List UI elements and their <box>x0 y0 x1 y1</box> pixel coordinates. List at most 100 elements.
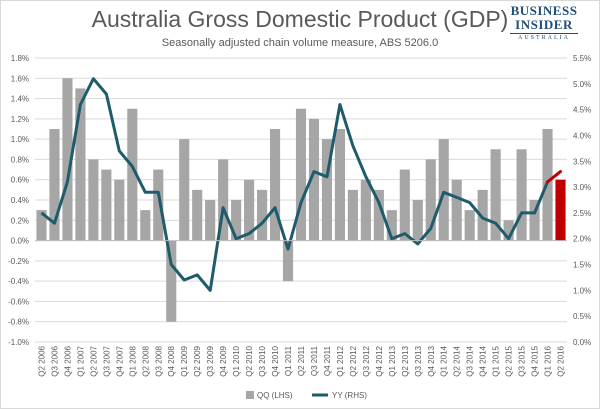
y-left-tick-label: 0.2% <box>11 216 29 225</box>
qq-bar <box>399 169 410 241</box>
business-insider-logo: BUSINESS INSIDER AUSTRALIA <box>502 4 586 42</box>
y-right-tick-label: 4.0% <box>573 131 591 140</box>
x-tick-label: Q2 2009 <box>193 345 202 376</box>
qq-bar <box>231 200 242 241</box>
y-right-tick-label: 1.0% <box>573 286 591 295</box>
qq-bar <box>425 159 436 241</box>
x-tick-label: Q2 2010 <box>245 345 254 376</box>
x-tick-label: Q3 2006 <box>50 345 59 376</box>
qq-bar <box>114 179 125 241</box>
qq-bar <box>464 210 475 241</box>
y-left-tick-label: -0.8% <box>8 318 29 327</box>
x-tick-label: Q1 2015 <box>492 345 501 376</box>
y-right-tick-label: 3.0% <box>573 183 591 192</box>
qq-bar <box>386 210 397 241</box>
x-tick-label: Q3 2007 <box>102 345 111 376</box>
qq-bar <box>438 139 449 241</box>
y-right-tick-label: 0.0% <box>573 338 591 347</box>
x-tick-label: Q4 2009 <box>219 345 228 376</box>
y-left-tick-label: -0.6% <box>8 297 29 306</box>
qq-bar <box>127 108 138 241</box>
x-tick-label: Q3 2010 <box>258 345 267 376</box>
x-tick-label: Q1 2008 <box>128 345 137 376</box>
legend: QQ (LHS) YY (RHS) <box>246 391 367 400</box>
qq-bar <box>503 220 514 241</box>
x-tick-label: Q2 2007 <box>89 345 98 376</box>
qq-bar <box>269 129 281 241</box>
qq-bar <box>244 179 255 241</box>
x-tick-label: Q2 2013 <box>401 345 410 376</box>
y-left-tick-label: 1.8% <box>11 54 29 63</box>
y-left-tick-label: 0.0% <box>11 237 29 246</box>
qq-bar <box>257 189 268 241</box>
qq-bar <box>282 240 294 282</box>
y-right-tick-label: 5.0% <box>573 80 591 89</box>
qq-bar <box>192 189 203 241</box>
qq-bar <box>516 149 527 241</box>
x-tick-label: Q1 2016 <box>544 345 553 376</box>
y-left-tick-label: 1.6% <box>11 74 29 83</box>
x-tick-label: Q1 2010 <box>232 345 241 376</box>
chart-subtitle: Seasonally adjusted chain volume measure… <box>161 37 439 49</box>
x-tick-label: Q4 2015 <box>531 345 540 376</box>
axes: 1.8% 1.6% 1.4% 1.2% 1.0% 0.8% 0.6% 0.4% 0.2% 0.0%… <box>8 54 591 377</box>
legend-qq-label: QQ (LHS) <box>257 391 293 400</box>
x-tick-label: Q3 2011 <box>310 345 319 376</box>
x-tick-label: Q2 2008 <box>141 345 150 376</box>
qq-bar-latest <box>555 179 566 241</box>
y-left-tick-label: 1.0% <box>11 135 29 144</box>
y-right-tick-label: 0.5% <box>573 312 591 321</box>
qq-bar <box>347 189 358 241</box>
legend-qq-swatch <box>246 391 254 399</box>
x-tick-label: Q4 2014 <box>479 345 488 376</box>
chart-title: Australia Gross Domestic Product (GDP) <box>91 6 509 32</box>
x-tick-label: Q4 2007 <box>115 345 124 376</box>
y-right-tick-label: 2.0% <box>573 235 591 244</box>
x-tick-label: Q1 2007 <box>76 345 85 376</box>
qq-bar <box>179 139 190 241</box>
qq-bar <box>88 159 99 241</box>
x-tick-label: Q4 2011 <box>323 345 332 376</box>
x-tick-label: Q1 2009 <box>180 345 189 376</box>
qq-bar <box>295 108 307 241</box>
legend-yy-label: YY (RHS) <box>332 391 367 400</box>
qq-bar <box>101 169 112 241</box>
logo-line1: BUSINESS <box>510 3 578 18</box>
x-tick-label: Q4 2010 <box>271 345 280 376</box>
x-tick-label: Q4 2012 <box>375 345 384 376</box>
x-tick-label: Q4 2006 <box>63 345 72 376</box>
qq-bar <box>334 129 345 241</box>
y-left-tick-label: -0.2% <box>8 257 29 266</box>
qq-bar <box>49 129 60 241</box>
x-tick-label: Q3 2015 <box>518 345 527 376</box>
y-left-tick-label: 1.4% <box>11 95 29 104</box>
x-tick-label: Q1 2013 <box>388 345 397 376</box>
y-left-tick-label: -1.0% <box>8 338 29 347</box>
y-right-tick-label: 1.5% <box>573 261 591 270</box>
x-tick-label: Q3 2014 <box>466 345 475 376</box>
y-right-tick-label: 5.5% <box>573 54 591 63</box>
x-tick-label: Q2 2011 <box>297 345 306 376</box>
qq-bar <box>205 200 216 241</box>
x-tick-label: Q2 2014 <box>453 345 462 376</box>
x-tick-label: Q1 2012 <box>336 345 345 376</box>
yy-line-path <box>40 77 549 292</box>
x-tick-label: Q2 2006 <box>37 345 46 376</box>
qq-bar <box>36 210 47 241</box>
y-left-tick-label: 0.6% <box>11 176 29 185</box>
x-tick-label: Q3 2009 <box>206 345 215 376</box>
qq-bar <box>360 179 371 241</box>
qq-bar <box>451 179 462 241</box>
y-left-tick-label: 1.2% <box>11 115 29 124</box>
qq-bar <box>166 240 177 322</box>
qq-bar <box>373 189 384 241</box>
qq-bar <box>529 200 540 241</box>
y-left-tick-label: 0.4% <box>11 196 29 205</box>
qq-bar <box>153 169 164 241</box>
qq-bar <box>140 210 151 241</box>
x-tick-label: Q4 2013 <box>427 345 436 376</box>
x-tick-label: Q3 2013 <box>414 345 423 376</box>
x-tick-label: Q2 2015 <box>505 345 514 376</box>
yy-line <box>40 77 562 292</box>
